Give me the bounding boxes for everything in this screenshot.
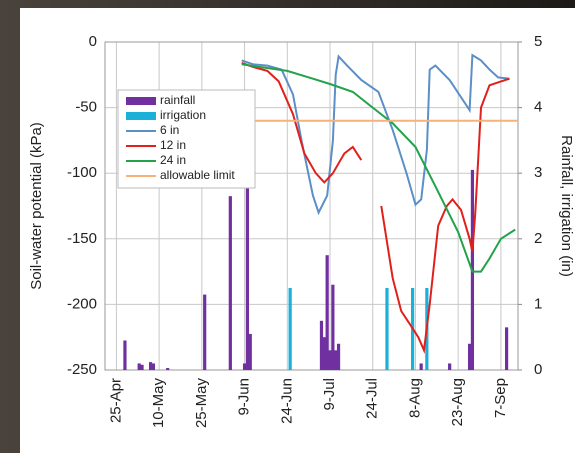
legend-label: 6 in xyxy=(160,123,179,137)
legend-label: irrigation xyxy=(160,108,206,122)
bar xyxy=(505,327,508,370)
y-tick-label: -150 xyxy=(67,230,97,247)
x-tick-label: 25-Apr xyxy=(107,378,124,423)
page: Soil-water potential (kPa) Rainfall, irr… xyxy=(0,0,575,453)
bar xyxy=(166,368,169,370)
y-tick-label: -200 xyxy=(67,295,97,312)
bar xyxy=(149,362,152,370)
bar xyxy=(123,340,126,370)
x-tick-label: 7-Sep xyxy=(492,378,509,418)
y2-tick-label: 2 xyxy=(534,230,542,247)
legend-swatch xyxy=(126,97,156,105)
legend-label: rainfall xyxy=(160,93,195,107)
x-tick-label: 24-Jul xyxy=(364,378,381,419)
bar xyxy=(331,285,334,370)
bar xyxy=(337,344,340,370)
bar xyxy=(385,288,388,370)
bar xyxy=(249,334,252,370)
x-tick-label: 23-Aug xyxy=(449,378,466,426)
y-tick-label: -250 xyxy=(67,361,97,378)
y2-axis-title: Rainfall, irrigation (in) xyxy=(558,135,575,277)
chart: Soil-water potential (kPa) Rainfall, irr… xyxy=(0,0,575,453)
x-tick-label: 9-Jul xyxy=(321,378,338,411)
x-tick-label: 24-Jun xyxy=(278,378,295,424)
bar xyxy=(320,321,323,370)
legend-label: 24 in xyxy=(160,153,186,167)
bar xyxy=(152,363,155,370)
bar xyxy=(243,363,246,370)
bar xyxy=(468,344,471,370)
x-tick-label: 9-Jun xyxy=(236,378,253,416)
bar xyxy=(289,288,292,370)
bar xyxy=(328,350,331,370)
bar xyxy=(334,350,337,370)
bar xyxy=(138,363,141,370)
legend-swatch xyxy=(126,112,156,120)
bar xyxy=(203,295,206,370)
y2-tick-label: 4 xyxy=(534,99,542,116)
y-tick-label: -50 xyxy=(75,99,97,116)
y2-tick-label: 5 xyxy=(534,33,542,50)
y2-tick-label: 3 xyxy=(534,164,542,181)
y2-tick-label: 1 xyxy=(534,295,542,312)
bar xyxy=(140,365,143,370)
legend-label: allowable limit xyxy=(160,168,235,182)
y-tick-label: 0 xyxy=(89,33,97,50)
bar xyxy=(420,363,423,370)
y-tick-label: -100 xyxy=(67,164,97,181)
bar xyxy=(229,196,232,370)
bar xyxy=(448,363,451,370)
bar xyxy=(323,337,326,370)
x-tick-label: 8-Aug xyxy=(406,378,423,418)
legend-label: 12 in xyxy=(160,138,186,152)
bar xyxy=(326,255,329,370)
y2-tick-label: 0 xyxy=(534,361,542,378)
x-tick-label: 10-May xyxy=(150,378,167,429)
x-tick-label: 25-May xyxy=(193,378,210,429)
y-axis-title: Soil-water potential (kPa) xyxy=(28,122,45,290)
